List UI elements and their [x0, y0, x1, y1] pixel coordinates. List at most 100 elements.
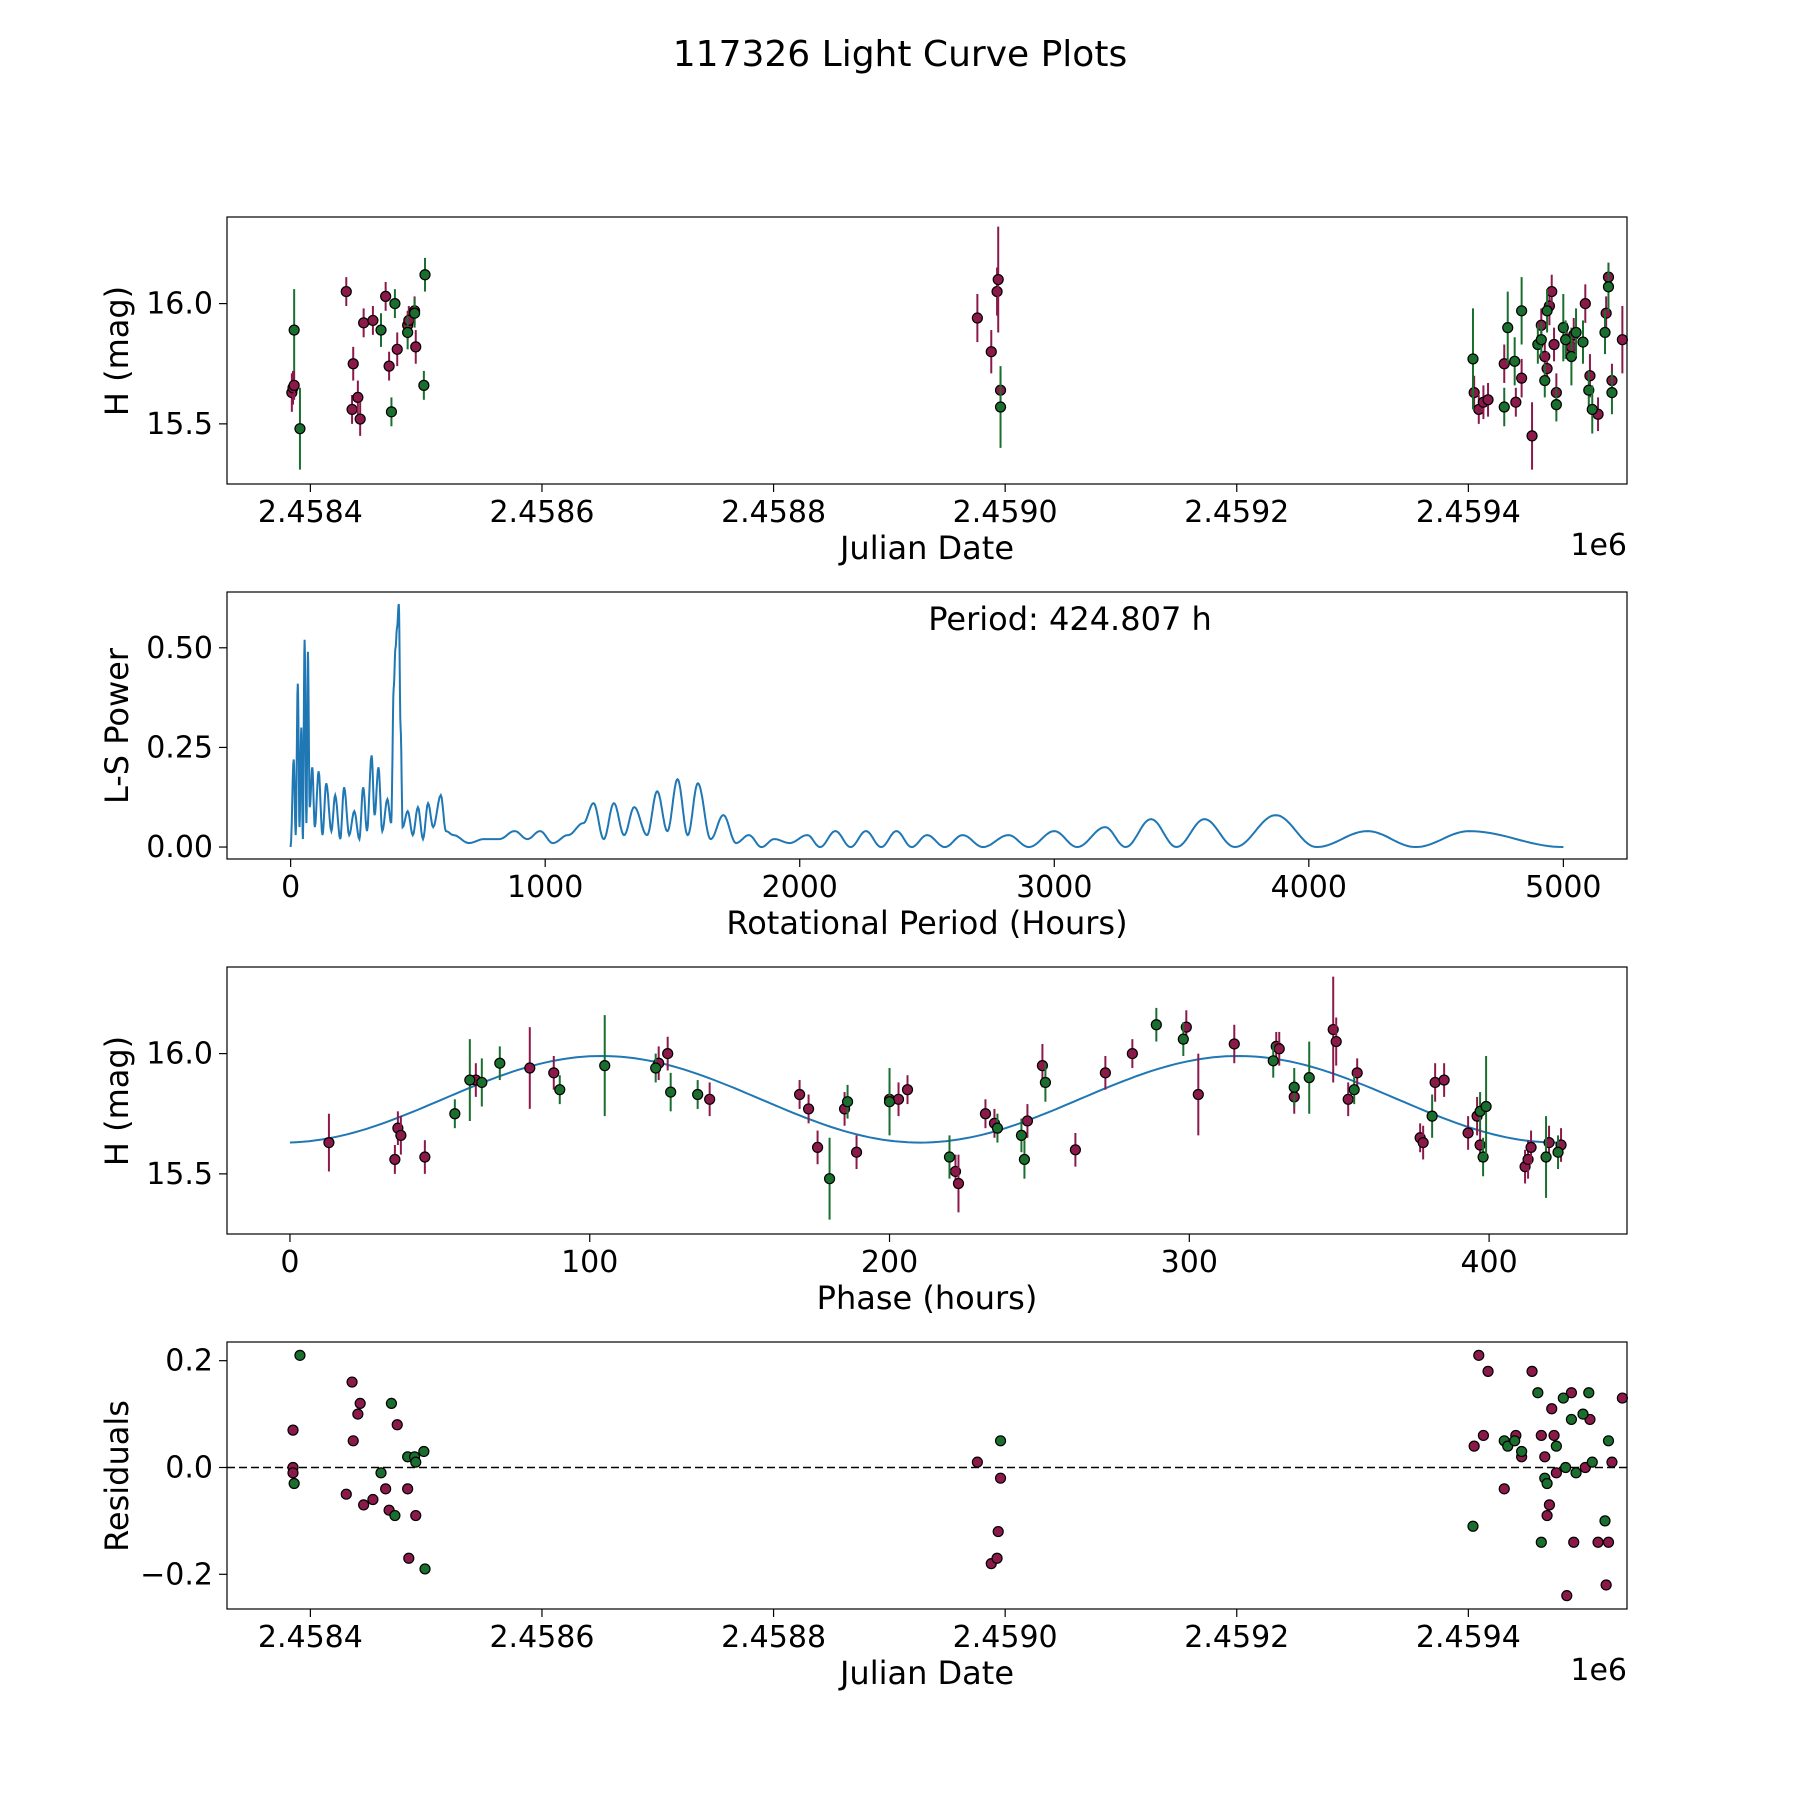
data-point [352, 391, 364, 404]
data-point [901, 1084, 914, 1096]
data-point [294, 423, 306, 435]
data-point [1546, 1403, 1558, 1415]
data-point [1126, 1047, 1138, 1060]
residuals-panel: 2.4584 2.4586 2.4588 2.4590 2.4592 2.4594 −0.2… [98, 1341, 1628, 1692]
data-point [1606, 1456, 1618, 1468]
data-point [1535, 334, 1547, 346]
data-point [1560, 334, 1572, 346]
data-point [1541, 1509, 1553, 1522]
data-point [650, 1062, 662, 1074]
data-point [287, 1424, 299, 1436]
periodogram-panel: 0 1000 2000 3000 4000 5000 0.00 0.25 0.50 Period… [98, 591, 1628, 942]
data-point [1509, 355, 1521, 367]
y-tick-label: −0.2 [140, 1557, 213, 1592]
data-point [385, 1397, 398, 1410]
data-point [994, 1472, 1007, 1484]
data-point [991, 1122, 1004, 1134]
data-point [1502, 322, 1514, 334]
data-point [1426, 1110, 1438, 1122]
light-curve-panel: 2.4584 2.4586 2.4588 2.4590 2.4592 2.4594 15.5… [98, 216, 1628, 567]
data-point [418, 1445, 430, 1458]
data-point [1550, 399, 1562, 411]
x-tick-label: 2.4588 [721, 1620, 826, 1655]
data-point [793, 1088, 806, 1101]
data-point [1477, 1429, 1490, 1442]
data-point [1330, 1035, 1342, 1048]
light-curve-axes-frame [226, 216, 1628, 485]
data-point [352, 1408, 364, 1420]
data-point [979, 1108, 992, 1120]
data-point [294, 1349, 306, 1361]
x-tick-label: 200 [861, 1245, 918, 1280]
data-point [1303, 1072, 1315, 1084]
data-point [1579, 297, 1591, 310]
data-point [1552, 1146, 1564, 1158]
data-point [1468, 1440, 1480, 1452]
data-point [367, 1493, 379, 1506]
data-point [883, 1096, 896, 1108]
data-point [395, 1129, 407, 1141]
data-point [1516, 1445, 1528, 1458]
x-tick-label: 2.4594 [1416, 495, 1521, 530]
x-tick-label: 2.4590 [953, 495, 1058, 530]
data-point [1468, 386, 1480, 399]
data-point [375, 324, 387, 336]
data-point [1561, 1590, 1573, 1602]
y-tick-label: 0.00 [146, 830, 213, 865]
light-curve-ylabel: H (mag) [98, 286, 136, 416]
periodogram-ylabel: L-S Power [98, 647, 136, 804]
data-point [347, 1435, 359, 1447]
data-point [346, 403, 358, 416]
data-point [385, 406, 398, 418]
x-tick-label: 2.4590 [953, 1620, 1058, 1655]
data-point [383, 360, 395, 372]
data-point [1586, 403, 1598, 416]
data-point [464, 1074, 476, 1086]
data-point [1525, 1141, 1537, 1154]
y-tick-label: 16.0 [146, 1037, 213, 1072]
data-point [1516, 372, 1528, 384]
data-point [380, 1483, 392, 1495]
data-point [1570, 326, 1582, 339]
data-point [1510, 396, 1522, 408]
data-point [1541, 362, 1553, 375]
data-point [992, 273, 1004, 286]
data-point [704, 1093, 716, 1105]
data-point [802, 1103, 815, 1115]
data-point [1526, 430, 1538, 442]
data-point [494, 1057, 506, 1069]
data-point [389, 297, 401, 310]
data-point [599, 1060, 611, 1072]
data-point [1498, 1483, 1510, 1495]
data-point [1548, 1429, 1560, 1442]
data-point [1021, 1115, 1034, 1127]
data-point [1568, 1536, 1580, 1548]
data-point [1462, 1127, 1474, 1139]
y-tick-label: 0.50 [146, 631, 213, 666]
data-point [1565, 1387, 1578, 1399]
data-point [841, 1096, 854, 1108]
data-point [1543, 1499, 1556, 1511]
x-tick-label: 2.4586 [489, 495, 594, 530]
x-tick-label: 2.4594 [1416, 1620, 1521, 1655]
data-point [419, 1151, 431, 1163]
data-point [1438, 1074, 1450, 1086]
data-point [1599, 326, 1611, 339]
data-point [1526, 1365, 1538, 1377]
data-point [1557, 322, 1569, 334]
data-point [1015, 1129, 1028, 1141]
data-point [449, 1108, 461, 1120]
data-point [389, 1153, 401, 1166]
residuals-ylabel: Residuals [98, 1400, 136, 1552]
data-point [892, 1093, 905, 1105]
phase-folded-axes-frame [226, 966, 1628, 1235]
data-point [367, 314, 379, 327]
x-tick-label: 300 [1161, 1245, 1218, 1280]
fit-curve [289, 1054, 1564, 1144]
data-point [1473, 1349, 1485, 1361]
data-point [1557, 1392, 1569, 1404]
data-point [1267, 1055, 1279, 1067]
data-point [1177, 1033, 1189, 1045]
data-point [1602, 1536, 1615, 1548]
